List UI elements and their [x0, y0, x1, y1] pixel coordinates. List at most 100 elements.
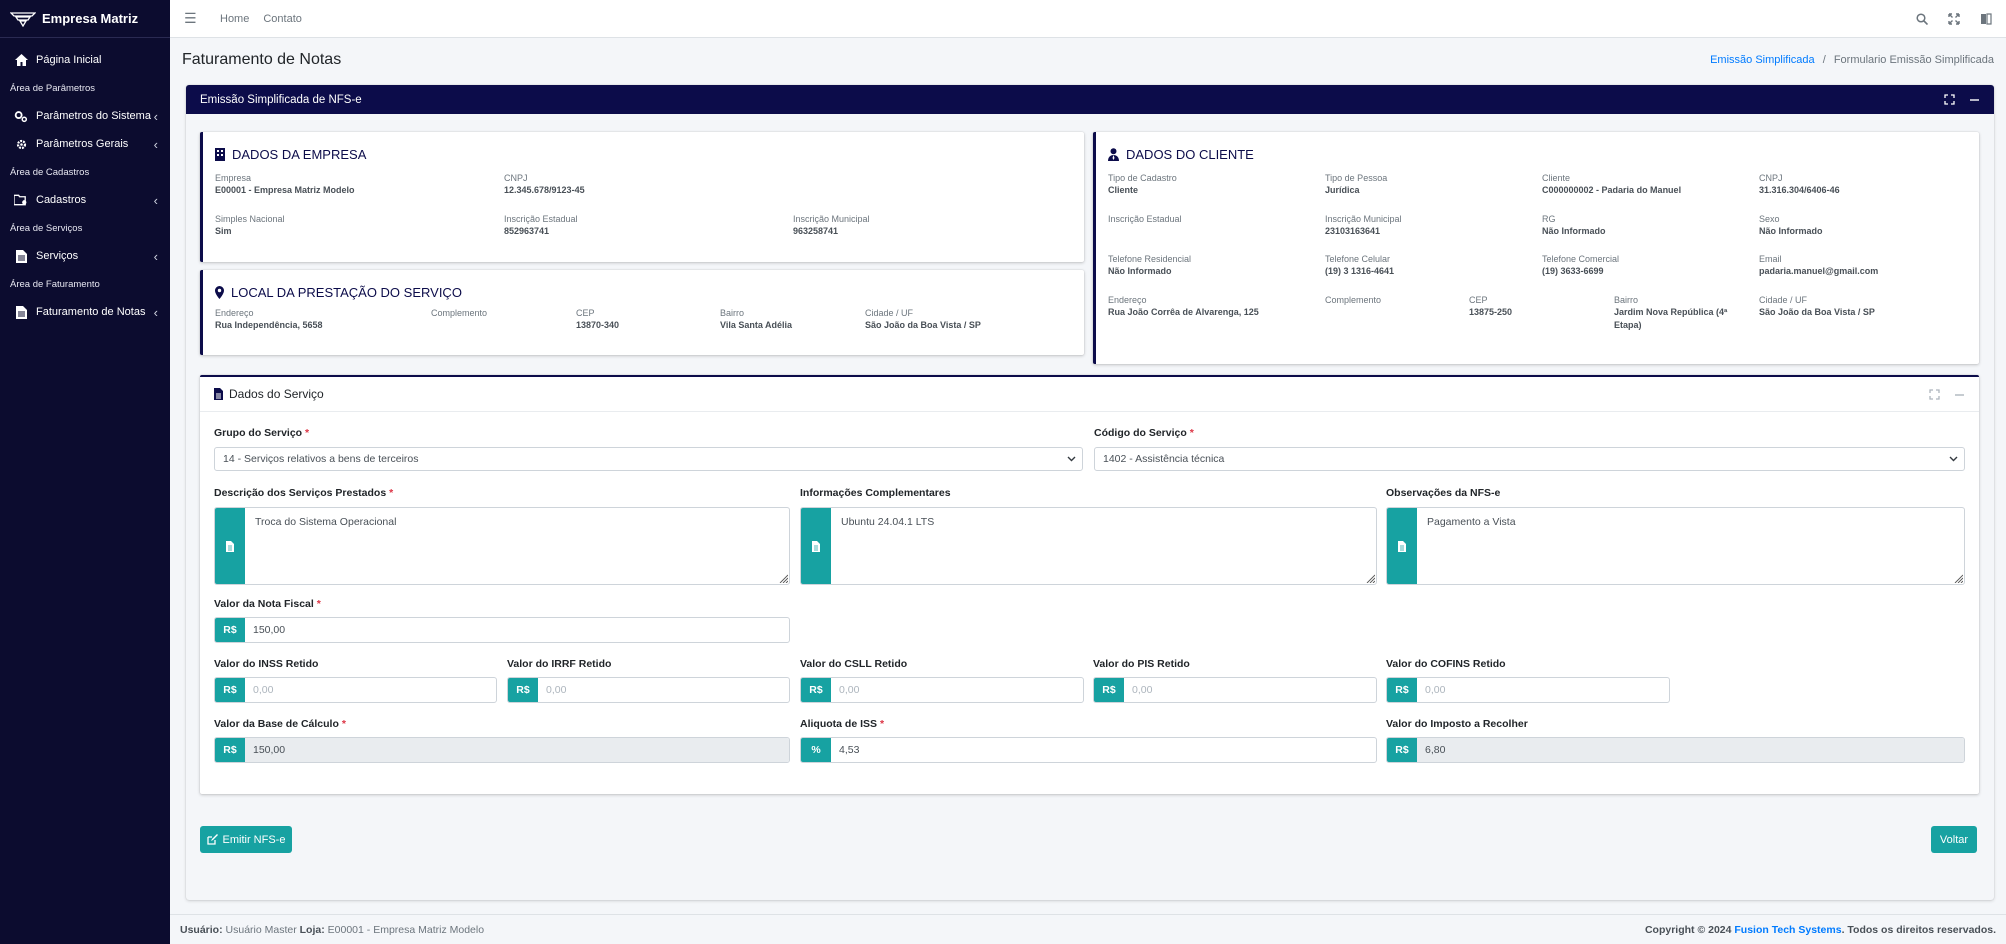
- sidebar-item-params-sistema[interactable]: Parâmetros do Sistema ‹: [0, 102, 170, 130]
- building-icon: [215, 147, 225, 161]
- field-value: Rua João Corrêa de Alvarenga, 125: [1108, 307, 1259, 317]
- select-value: 1402 - Assistência técnica: [1103, 453, 1225, 465]
- section-servicos-heading: Área de Serviços: [10, 222, 83, 234]
- field-value: Não Informado: [1108, 266, 1172, 276]
- field-key: Email: [1759, 254, 1782, 264]
- collapse-icon[interactable]: [1969, 94, 1980, 105]
- currency-addon: R$: [1387, 738, 1417, 762]
- local-card-title: LOCAL DA PRESTAÇÃO DO SERVIÇO: [203, 278, 1084, 306]
- inss-input[interactable]: R$ 0,00: [214, 677, 497, 703]
- card-tools: [1944, 94, 1980, 105]
- imposto-recolher-input[interactable]: R$ 6,80: [1386, 737, 1965, 763]
- collapse-icon[interactable]: [1954, 389, 1965, 400]
- field-value: 12.345.678/9123-45: [504, 185, 585, 195]
- label-text: Grupo do Serviço: [214, 427, 303, 439]
- csll-input[interactable]: R$ 0,00: [800, 677, 1084, 703]
- simples-field: Simples Nacional Sim: [215, 213, 285, 238]
- company-link[interactable]: Fusion Tech Systems: [1734, 923, 1842, 936]
- obs-label: Observações da NFS-e: [1386, 487, 1500, 499]
- empresa-field: Empresa E00001 - Empresa Matriz Modelo: [215, 172, 355, 197]
- base-calculo-input[interactable]: R$ 150,00: [214, 737, 790, 763]
- sidebar-item-faturamento[interactable]: Faturamento de Notas ‹: [0, 298, 170, 326]
- sidebar-item-servicos[interactable]: Serviços ‹: [0, 242, 170, 270]
- irrf-input[interactable]: R$ 0,00: [507, 677, 790, 703]
- nav-link-contato[interactable]: Contato: [263, 12, 302, 25]
- codigo-select[interactable]: 1402 - Assistência técnica: [1094, 447, 1965, 471]
- field-key: Complemento: [1325, 295, 1382, 305]
- obs-textarea[interactable]: Pagamento a Vista: [1386, 507, 1965, 585]
- field-value: C000000002 - Padaria do Manuel: [1542, 185, 1682, 195]
- complemento-field: Complemento: [431, 307, 487, 319]
- sidebar-nav: Página Inicial Área de Parâmetros Parâme…: [0, 38, 170, 326]
- resize-grip-icon[interactable]: [1365, 573, 1375, 583]
- pis-label: Valor do PIS Retido: [1093, 658, 1190, 670]
- cofins-input[interactable]: R$ 0,00: [1386, 677, 1670, 703]
- field-value: Vila Santa Adélia: [720, 320, 793, 330]
- input-value: 4,53: [839, 744, 860, 756]
- resize-grip-icon[interactable]: [778, 573, 788, 583]
- textarea-value: Ubuntu 24.04.1 LTS: [841, 516, 935, 528]
- local-card: LOCAL DA PRESTAÇÃO DO SERVIÇO Endereço Ru…: [200, 270, 1084, 355]
- currency-addon: R$: [215, 738, 245, 762]
- tel-celular-field: Telefone Celular (19) 3 1316-4641: [1325, 253, 1394, 278]
- chevron-left-icon: ‹: [153, 304, 158, 320]
- breadcrumb-link[interactable]: Emissão Simplificada: [1710, 54, 1815, 66]
- sidebar: Empresa Matriz Página Inicial Área de Pa…: [0, 0, 170, 944]
- footer-loja-value: E00001 - Empresa Matriz Modelo: [327, 923, 485, 936]
- grupo-label: Grupo do Serviço *: [214, 427, 309, 439]
- sidebar-item-params-gerais[interactable]: Parâmetros Gerais ‹: [0, 130, 170, 158]
- empresa-card: DADOS DA EMPRESA Empresa E00001 - Empresa…: [200, 132, 1084, 262]
- field-key: Complemento: [431, 308, 488, 318]
- info-label: Informações Complementares: [800, 487, 951, 499]
- cliente-title-text: DADOS DO CLIENTE: [1126, 146, 1254, 162]
- sidebar-panel-icon[interactable]: [1980, 12, 1992, 25]
- textarea-value: Troca do Sistema Operacional: [255, 516, 397, 528]
- input-placeholder: 0,00: [546, 684, 567, 696]
- field-value: São João da Boa Vista / SP: [865, 320, 981, 330]
- sidebar-item-label: Parâmetros do Sistema: [36, 110, 151, 122]
- field-key: CEP: [576, 308, 595, 318]
- nav-link-home[interactable]: Home: [220, 12, 250, 25]
- aliquota-iss-input[interactable]: % 4,53: [800, 737, 1377, 763]
- descricao-textarea[interactable]: Troca do Sistema Operacional: [214, 507, 790, 585]
- field-value: 31.316.304/6406-46: [1759, 185, 1840, 195]
- im-field: Inscrição Municipal 963258741: [793, 213, 870, 238]
- maximize-icon[interactable]: [1929, 388, 1940, 400]
- sidebar-item-home[interactable]: Página Inicial: [0, 46, 170, 74]
- pis-input[interactable]: R$ 0,00: [1093, 677, 1377, 703]
- grupo-select[interactable]: 14 - Serviços relativos a bens de tercei…: [214, 447, 1083, 471]
- home-icon: [14, 53, 28, 67]
- emitir-nfse-button[interactable]: Emitir NFS-e: [200, 826, 292, 853]
- input-value: 150,00: [245, 738, 789, 762]
- info-textarea[interactable]: Ubuntu 24.04.1 LTS: [800, 507, 1377, 585]
- input-placeholder: 0,00: [1425, 684, 1446, 696]
- field-key: Endereço: [1108, 295, 1147, 305]
- maximize-icon[interactable]: [1944, 94, 1955, 105]
- field-key: Tipo de Pessoa: [1325, 173, 1388, 183]
- resize-grip-icon[interactable]: [1953, 573, 1963, 583]
- field-value: Jurídica: [1325, 185, 1360, 195]
- field-key: CNPJ: [1759, 173, 1783, 183]
- field-value: E00001 - Empresa Matriz Modelo: [215, 185, 355, 195]
- fullscreen-icon[interactable]: [1948, 12, 1960, 25]
- sidebar-item-label: Parâmetros Gerais: [36, 138, 129, 150]
- breadcrumb-current: Formulario Emissão Simplificada: [1833, 54, 1994, 66]
- valor-nota-input[interactable]: R$ 150,00: [214, 617, 790, 643]
- voltar-button[interactable]: Voltar: [1931, 826, 1977, 853]
- cliente-im-field: Inscrição Municipal 23103163641: [1325, 213, 1402, 238]
- field-key: Tipo de Cadastro: [1108, 173, 1177, 183]
- bairro-field: Bairro Vila Santa Adélia: [720, 307, 792, 332]
- file-icon: [801, 508, 831, 584]
- search-icon[interactable]: [1916, 12, 1928, 25]
- menu-toggle-icon[interactable]: ☰: [184, 10, 197, 26]
- field-key: Endereço: [215, 308, 254, 318]
- brand[interactable]: Empresa Matriz: [0, 0, 170, 38]
- cidade-field: Cidade / UF São João da Boa Vista / SP: [865, 307, 981, 332]
- button-label: Emitir NFS-e: [222, 833, 286, 846]
- emission-card-title: Emissão Simplificada de NFS-e: [200, 93, 362, 106]
- cliente-complemento-field: Complemento: [1325, 294, 1381, 306]
- file-invoice-icon: [14, 305, 28, 319]
- sidebar-item-cadastros[interactable]: Cadastros ‹: [0, 186, 170, 214]
- tel-comercial-field: Telefone Comercial (19) 3633-6699: [1542, 253, 1619, 278]
- cliente-cidade-field: Cidade / UF São João da Boa Vista / SP: [1759, 294, 1875, 319]
